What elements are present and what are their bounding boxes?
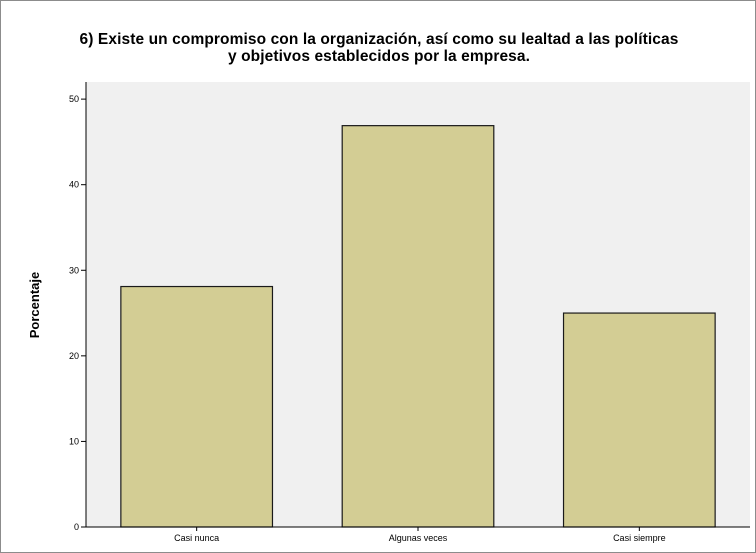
chart-title-line-1: 6) Existe un compromiso con la organizac…	[79, 31, 679, 48]
y-ticks-layer: 0 10 20 30 40 50	[69, 94, 86, 532]
y-tick-label: 30	[69, 265, 79, 275]
bars-layer	[120, 125, 716, 528]
chart-title: 6) Existe un compromiso con la organizac…	[1, 31, 756, 65]
y-axis-title: Porcentaje	[27, 272, 42, 338]
x-category-label: Casi siempre	[613, 533, 666, 543]
y-tick-label: 40	[69, 180, 79, 190]
chart-title-line-2: y objetivos establecidos por la empresa.	[227, 48, 531, 65]
y-tick-label: 0	[74, 522, 79, 532]
x-category-label: Algunas veces	[389, 533, 448, 543]
y-tick-label: 10	[69, 436, 79, 446]
x-category-label: Casi nunca	[174, 533, 219, 543]
y-tick-label: 20	[69, 351, 79, 361]
bar-casi-nunca	[120, 285, 274, 528]
y-tick-label: 50	[69, 94, 79, 104]
bar-casi-siempre	[562, 312, 716, 528]
bar-algunas-veces	[341, 125, 495, 528]
x-categories-layer: Casi nunca Algunas veces Casi siempre	[174, 527, 666, 543]
